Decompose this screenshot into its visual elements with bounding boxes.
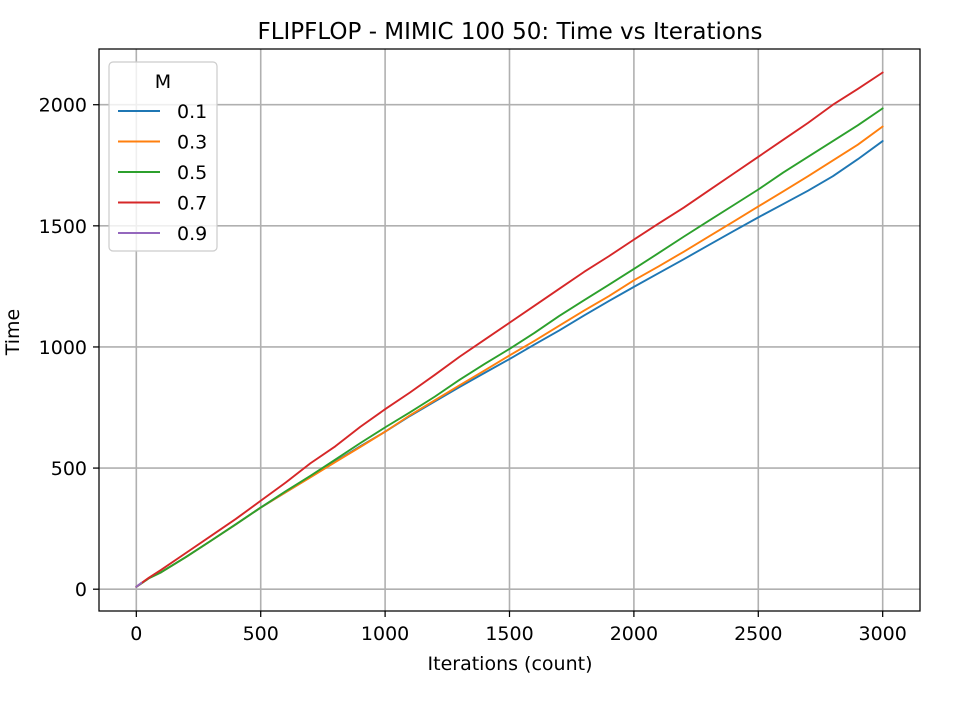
legend-label: 0.3 xyxy=(177,132,207,154)
legend: M 0.1 0.3 0.5 0.7 0.9 xyxy=(108,61,218,252)
x-tick-label: 1000 xyxy=(361,623,409,645)
legend-entries: 0.1 0.3 0.5 0.7 0.9 xyxy=(118,101,207,245)
legend-label: 0.1 xyxy=(177,101,207,123)
legend-box xyxy=(108,61,218,252)
series-line-0-5 xyxy=(135,107,884,588)
x-tick-label: 3000 xyxy=(859,623,907,645)
y-axis-ticks: 0 500 1000 1500 2000 xyxy=(39,95,99,601)
series-lines xyxy=(135,71,884,588)
legend-label: 0.9 xyxy=(177,223,207,245)
series-line-0-7 xyxy=(135,71,884,588)
legend-label: 0.5 xyxy=(177,162,207,184)
y-tick-label: 1500 xyxy=(39,216,87,238)
x-tick-label: 500 xyxy=(243,623,279,645)
legend-title: M xyxy=(155,71,171,93)
legend-label: 0.7 xyxy=(177,193,207,215)
y-tick-label: 1000 xyxy=(39,337,87,359)
y-tick-label: 0 xyxy=(75,579,87,601)
x-tick-label: 1500 xyxy=(485,623,533,645)
x-tick-label: 0 xyxy=(130,623,142,645)
x-tick-label: 2500 xyxy=(734,623,782,645)
x-tick-label: 2000 xyxy=(610,623,658,645)
series-line-0-9 xyxy=(135,581,143,588)
y-tick-label: 2000 xyxy=(39,95,87,117)
chart-title: FLIPFLOP - MIMIC 100 50: Time vs Iterati… xyxy=(257,19,762,45)
grid xyxy=(99,49,920,611)
y-tick-label: 500 xyxy=(51,458,87,480)
x-axis-label: Iterations (count) xyxy=(428,653,593,675)
x-axis-ticks: 0 500 1000 1500 2000 2500 3000 xyxy=(130,611,907,645)
y-axis-label: Time xyxy=(2,309,24,357)
